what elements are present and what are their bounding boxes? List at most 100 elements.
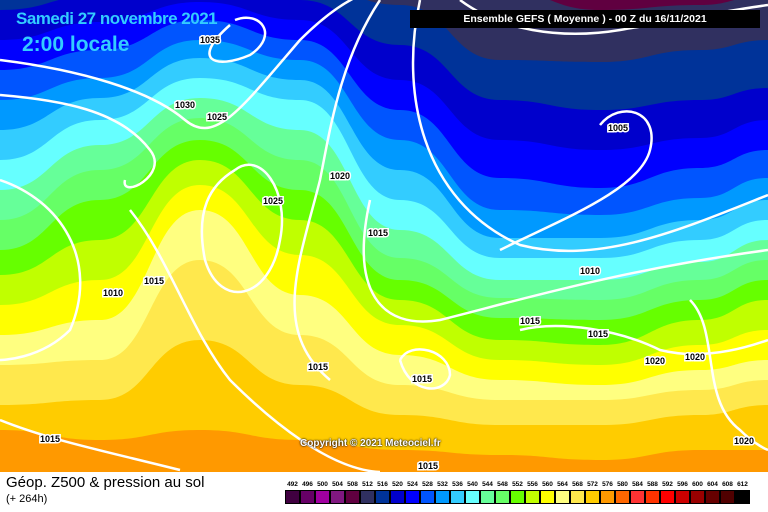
legend-item: 552 bbox=[509, 480, 525, 504]
isobar-label: 1015 bbox=[144, 276, 164, 286]
legend-item: 544 bbox=[479, 480, 495, 504]
legend-label: 612 bbox=[737, 481, 748, 488]
legend-label: 600 bbox=[692, 481, 703, 488]
footer: Géop. Z500 & pression au sol (+ 264h) 49… bbox=[0, 472, 768, 512]
legend-swatch bbox=[494, 490, 510, 504]
legend-swatch bbox=[674, 490, 690, 504]
legend-label: 512 bbox=[362, 481, 373, 488]
legend-swatch bbox=[479, 490, 495, 504]
legend-swatch bbox=[449, 490, 465, 504]
legend-label: 608 bbox=[722, 481, 733, 488]
isobar bbox=[362, 199, 768, 323]
legend-label: 532 bbox=[437, 481, 448, 488]
legend-item: 532 bbox=[434, 480, 450, 504]
geopotential-map: 1035 1030 1025 1025 1020 1015 1015 1010 1015 1005… bbox=[0, 0, 768, 472]
legend-label: 564 bbox=[557, 481, 568, 488]
isobar-label: 1010 bbox=[580, 266, 600, 276]
isobar bbox=[0, 178, 82, 362]
isobar-label: 1015 bbox=[412, 374, 432, 384]
legend-item: 528 bbox=[419, 480, 435, 504]
isobar bbox=[689, 299, 768, 452]
legend-item: 580 bbox=[614, 480, 630, 504]
legend-label: 504 bbox=[332, 481, 343, 488]
isobar bbox=[499, 110, 653, 252]
legend-label: 496 bbox=[302, 481, 313, 488]
legend-swatch bbox=[599, 490, 615, 504]
legend-label: 604 bbox=[707, 481, 718, 488]
legend-item: 612 bbox=[734, 480, 750, 504]
isobar-label: 1015 bbox=[588, 329, 608, 339]
isobar bbox=[0, 418, 181, 472]
legend-item: 588 bbox=[644, 480, 660, 504]
geopotential-band bbox=[550, 0, 735, 10]
legend-label: 572 bbox=[587, 481, 598, 488]
legend-label: 544 bbox=[482, 481, 493, 488]
isobar-label: 1020 bbox=[330, 171, 350, 181]
legend-item: 492 bbox=[284, 480, 300, 504]
legend-item: 556 bbox=[524, 480, 540, 504]
legend-swatch bbox=[524, 490, 540, 504]
model-run-header: Ensemble GEFS ( Moyenne ) - 00 Z du 16/1… bbox=[410, 10, 760, 28]
legend-item: 548 bbox=[494, 480, 510, 504]
legend-label: 588 bbox=[647, 481, 658, 488]
legend-swatch bbox=[569, 490, 585, 504]
legend-swatch bbox=[629, 490, 645, 504]
legend-label: 580 bbox=[617, 481, 628, 488]
isobar-label: 1015 bbox=[520, 316, 540, 326]
legend-swatch bbox=[719, 490, 735, 504]
isobar-label: 1030 bbox=[175, 100, 195, 110]
isobar-label: 1005 bbox=[608, 123, 628, 133]
legend-item: 496 bbox=[299, 480, 315, 504]
isobar bbox=[398, 348, 452, 390]
isobar-label: 1035 bbox=[200, 35, 220, 45]
isobar-label: 1020 bbox=[645, 356, 665, 366]
isobar-label: 1015 bbox=[308, 362, 328, 372]
legend-swatch bbox=[689, 490, 705, 504]
legend-swatch bbox=[734, 490, 750, 504]
legend-item: 512 bbox=[359, 480, 375, 504]
legend-swatch bbox=[359, 490, 375, 504]
legend-label: 552 bbox=[512, 481, 523, 488]
legend-swatch bbox=[584, 490, 600, 504]
legend-swatch bbox=[284, 490, 300, 504]
legend-item: 524 bbox=[404, 480, 420, 504]
isobar bbox=[293, 0, 382, 381]
legend-swatch bbox=[404, 490, 420, 504]
isobar-label: 1025 bbox=[263, 196, 283, 206]
legend-swatch bbox=[554, 490, 570, 504]
isobar bbox=[519, 324, 768, 356]
copyright: Copyright © 2021 Meteociel.fr bbox=[300, 438, 441, 449]
legend-label: 528 bbox=[422, 481, 433, 488]
legend-label: 516 bbox=[377, 481, 388, 488]
legend-label: 536 bbox=[452, 481, 463, 488]
legend-label: 560 bbox=[542, 481, 553, 488]
legend-item: 596 bbox=[674, 480, 690, 504]
isobar bbox=[129, 209, 381, 472]
legend-label: 492 bbox=[287, 481, 298, 488]
legend-label: 596 bbox=[677, 481, 688, 488]
isobar-label: 1015 bbox=[418, 461, 438, 471]
legend-swatch bbox=[329, 490, 345, 504]
legend-swatch bbox=[644, 490, 660, 504]
legend-item: 500 bbox=[314, 480, 330, 504]
legend-swatch bbox=[659, 490, 675, 504]
legend-item: 584 bbox=[629, 480, 645, 504]
footer-title: Géop. Z500 & pression au sol bbox=[6, 474, 205, 491]
legend-item: 600 bbox=[689, 480, 705, 504]
isobar bbox=[411, 0, 768, 253]
legend-item: 540 bbox=[464, 480, 480, 504]
isobar-label: 1020 bbox=[685, 352, 705, 362]
legend-label: 592 bbox=[662, 481, 673, 488]
footer-subtitle: (+ 264h) bbox=[6, 493, 48, 505]
legend-label: 540 bbox=[467, 481, 478, 488]
legend-item: 564 bbox=[554, 480, 570, 504]
legend-item: 592 bbox=[659, 480, 675, 504]
isobar-label: 1015 bbox=[368, 228, 388, 238]
legend-label: 584 bbox=[632, 481, 643, 488]
isobar-label: 1015 bbox=[40, 434, 60, 444]
isobar bbox=[200, 163, 284, 294]
legend-swatch bbox=[344, 490, 360, 504]
legend-label: 576 bbox=[602, 481, 613, 488]
forecast-time: 2:00 locale bbox=[22, 33, 130, 56]
legend-item: 560 bbox=[539, 480, 555, 504]
